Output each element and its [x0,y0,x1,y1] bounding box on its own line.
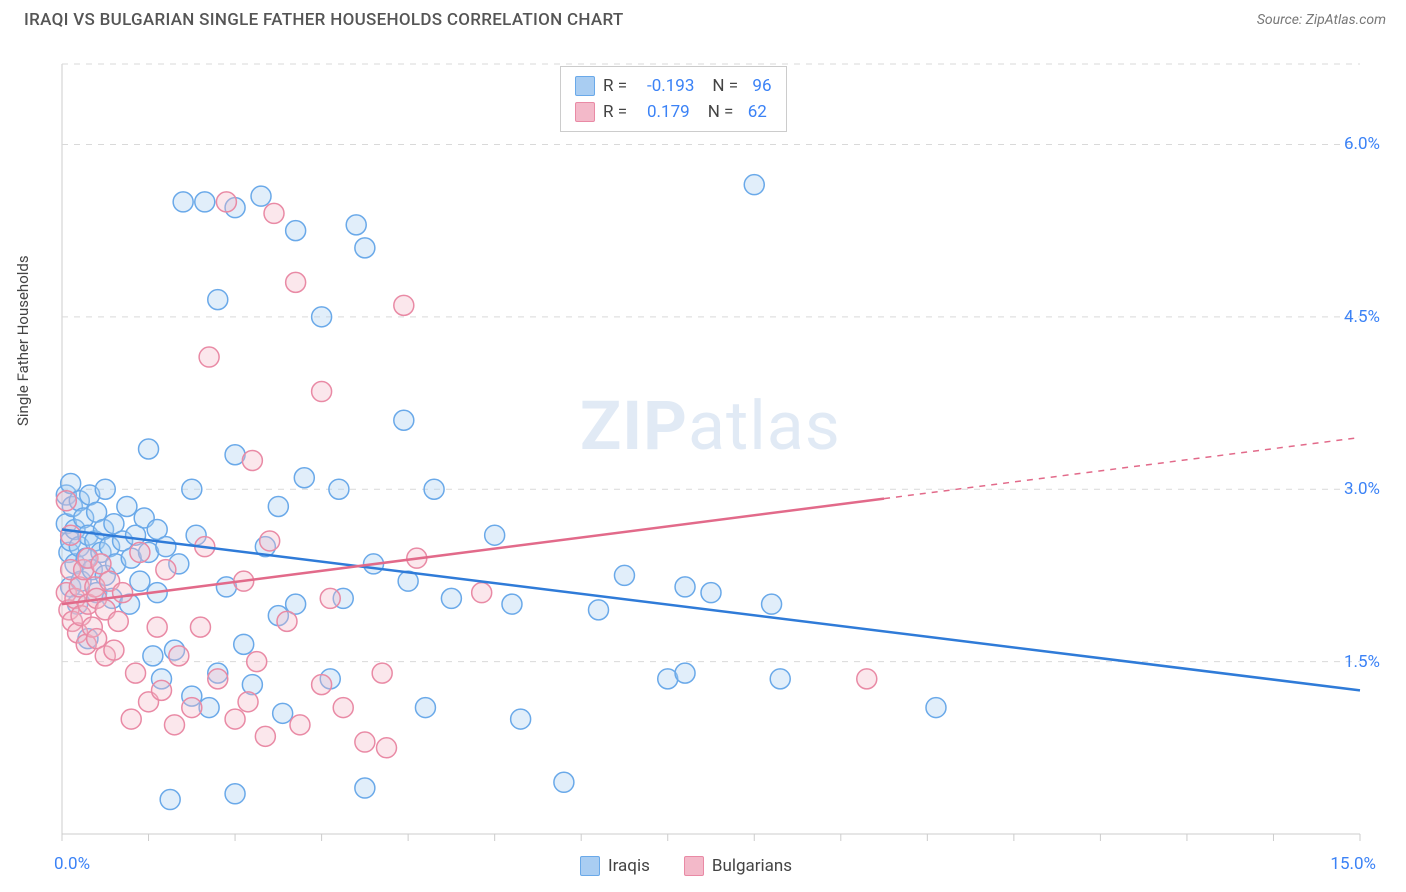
y-axis-label: Single Father Households [14,255,32,426]
chart-title: IRAQI VS BULGARIAN SINGLE FATHER HOUSEHO… [24,10,624,30]
series-name-iraqis: Iraqis [608,856,650,876]
correlation-legend: R = -0.193 N = 96 R = 0.179 N = 62 [560,66,787,132]
series-name-bulgarians: Bulgarians [712,856,792,876]
y-tick-label: 4.5% [1344,307,1380,327]
swatch-iraqis [575,76,595,96]
n-value-iraqis: 96 [752,73,771,99]
swatch-bulgarians [575,102,595,122]
x-axis-min-label: 0.0% [54,854,90,874]
n-label: N = [712,73,744,99]
swatch-bulgarians [684,856,704,876]
r-label: R = [603,73,639,99]
r-value-iraqis: -0.193 [647,73,694,99]
r-label: R = [603,99,639,125]
n-label: N = [708,99,740,125]
r-value-bulgarians: 0.179 [647,99,690,125]
legend-row-bulgarians: R = 0.179 N = 62 [575,99,772,125]
swatch-iraqis [580,856,600,876]
y-tick-label: 6.0% [1344,134,1380,154]
source-label: Source: ZipAtlas.com [1257,12,1386,28]
y-tick-label: 1.5% [1344,652,1380,672]
y-tick-label: 3.0% [1344,479,1380,499]
series-item-iraqis: Iraqis [580,856,650,876]
series-legend: Iraqis Bulgarians [580,856,792,876]
n-value-bulgarians: 62 [748,99,767,125]
legend-row-iraqis: R = -0.193 N = 96 [575,73,772,99]
series-item-bulgarians: Bulgarians [684,856,792,876]
x-axis-max-label: 15.0% [1330,854,1376,874]
scatter-plot [20,46,1386,852]
chart-container: Single Father Households ZIPatlas R = -0… [20,46,1386,892]
